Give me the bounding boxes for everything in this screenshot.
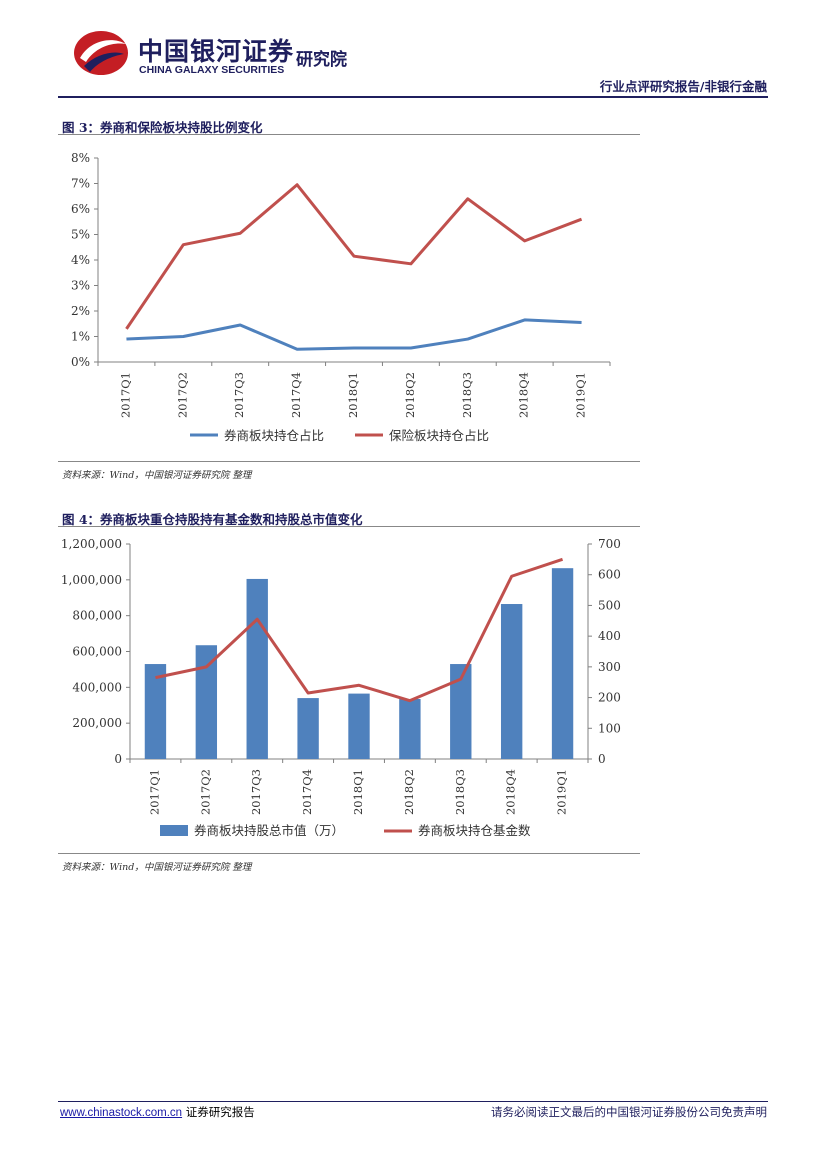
- y-tick-label: 5%: [71, 228, 90, 242]
- x-tick-label: 2017Q3: [249, 769, 263, 815]
- series-line-2: [125, 183, 583, 330]
- x-tick-label: 2017Q2: [198, 769, 212, 815]
- right-y-tick-label: 200: [598, 691, 621, 705]
- right-y-tick-label: 100: [598, 721, 621, 735]
- y-tick-label: 3%: [71, 279, 90, 293]
- header-divider: [58, 96, 768, 98]
- right-y-tick-label: 700: [598, 537, 621, 551]
- series-line-1: [126, 318, 582, 351]
- left-y-tick-label: 1,200,000: [61, 537, 122, 551]
- bar: [144, 664, 167, 759]
- x-tick-label: 2018Q1: [346, 372, 360, 418]
- right-y-tick-label: 600: [598, 568, 621, 582]
- figure3-title: 图 3：券商和保险板块持股比例变化: [62, 120, 263, 135]
- figure4-combo-chart: 0 200,000 400,000 600,000 800,000 1,000,000 1,…: [61, 537, 621, 838]
- legend-label: 保险板块持仓占比: [389, 428, 489, 443]
- x-tick-label: 2018Q1: [351, 769, 365, 815]
- x-tick-label: 2017Q1: [118, 372, 132, 418]
- y-tick-label: 7%: [71, 177, 90, 191]
- left-y-tick-label: 0: [114, 752, 122, 766]
- bar: [246, 578, 268, 759]
- left-y-tick-label: 400,000: [72, 680, 122, 694]
- right-y-tick-label: 500: [598, 598, 621, 612]
- x-tick-label: 2018Q4: [517, 372, 531, 418]
- bar: [551, 568, 574, 759]
- bar: [348, 693, 370, 759]
- right-y-tick-label: 0: [598, 752, 606, 766]
- y-tick-label: 8%: [71, 151, 90, 165]
- x-tick-label: 2018Q3: [453, 769, 467, 815]
- legend-label: 券商板块持仓占比: [224, 428, 324, 443]
- left-y-tick-label: 800,000: [72, 609, 122, 623]
- page-header: 中国银河证券 CHINA GALAXY SECURITIES 研究院 行业点评研…: [0, 0, 827, 100]
- logo-chinese-name: 中国银河证券: [138, 37, 295, 66]
- bar: [297, 698, 319, 759]
- x-tick-label: 2017Q1: [147, 769, 161, 815]
- footer-url-link[interactable]: www.chinastock.com.cn: [60, 1107, 183, 1119]
- figure3-top-rule: [58, 134, 640, 135]
- left-y-tick-label: 1,000,000: [61, 573, 122, 587]
- galaxy-logo-icon: [74, 31, 128, 75]
- series-line: [155, 557, 564, 703]
- x-tick-label: 2018Q3: [460, 372, 474, 418]
- x-tick-label: 2018Q2: [402, 769, 416, 815]
- figure3-line-chart: 0% 1% 2% 3% 4% 5% 6% 7% 8% 2017Q1 2017Q2 2017Q3 2017…: [71, 151, 611, 443]
- x-tick-label: 2019Q1: [555, 769, 569, 815]
- y-tick-label: 2%: [71, 304, 90, 318]
- figure4-bottom-rule: [58, 853, 640, 854]
- footer-left-label: 证券研究报告: [182, 1105, 255, 1119]
- left-y-tick-label: 200,000: [72, 716, 122, 730]
- bar: [500, 604, 523, 759]
- footer-disclaimer: 请务必阅读正文最后的中国银河证券股份公司免责声明: [491, 1105, 767, 1119]
- legend-label: 券商板块持股总市值（万）: [194, 823, 344, 838]
- x-tick-label: 2017Q4: [289, 372, 303, 418]
- legend-swatch: [160, 825, 188, 836]
- figure3-source: 资料来源：Wind，中国银河证券研究院 整理: [62, 470, 252, 481]
- x-tick-label: 2017Q3: [232, 372, 246, 418]
- figure4-title: 图 4：券商板块重仓持股持有基金数和持股总市值变化: [62, 512, 363, 527]
- figure3-bottom-rule: [58, 461, 640, 462]
- x-tick-label: 2017Q2: [175, 372, 189, 418]
- x-tick-label: 2018Q4: [504, 769, 518, 815]
- logo-english-name: CHINA GALAXY SECURITIES: [139, 64, 285, 76]
- x-tick-label: 2017Q4: [300, 769, 314, 815]
- footer-divider: [58, 1101, 768, 1102]
- y-tick-label: 4%: [71, 253, 90, 267]
- bar: [195, 645, 218, 759]
- y-tick-label: 6%: [71, 202, 90, 216]
- left-y-tick-label: 600,000: [72, 645, 122, 659]
- right-y-tick-label: 300: [598, 660, 621, 674]
- y-tick-label: 0%: [71, 355, 90, 369]
- x-tick-label: 2019Q1: [574, 372, 588, 418]
- figure4-top-rule: [58, 526, 640, 527]
- legend-label: 券商板块持仓基金数: [418, 823, 531, 838]
- x-tick-label: 2018Q2: [403, 372, 417, 418]
- report-type: 行业点评研究报告/非银行金融: [599, 79, 767, 94]
- right-y-tick-label: 400: [598, 629, 621, 643]
- bar: [399, 698, 421, 759]
- figure4-source: 资料来源：Wind，中国银河证券研究院 整理: [62, 862, 252, 873]
- bar: [450, 664, 472, 759]
- logo-institute: 研究院: [296, 50, 347, 70]
- footer-left: www.chinastock.com.cn 证券研究报告: [60, 1104, 255, 1120]
- y-tick-label: 1%: [71, 330, 90, 344]
